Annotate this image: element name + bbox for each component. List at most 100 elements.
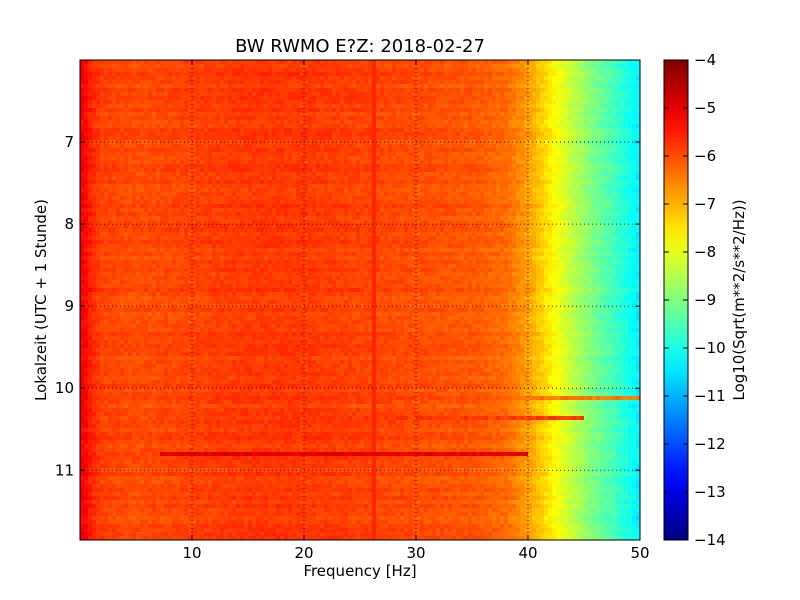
heatmap-cell [432,92,437,97]
heatmap-cell [180,116,185,121]
heatmap-cell [108,160,113,165]
heatmap-cell [392,116,397,121]
heatmap-cell [336,200,341,205]
heatmap-cell [636,196,640,201]
heatmap-cell [624,132,629,137]
heatmap-cell [248,68,253,73]
heatmap-cell [212,100,217,105]
heatmap-cell [520,76,525,81]
heatmap-cell [480,84,485,89]
heatmap-cell [440,132,445,137]
heatmap-cell [196,180,201,185]
heatmap-cell [368,200,373,205]
heatmap-cell [80,200,85,205]
heatmap-cell [628,112,633,117]
heatmap-cell [580,84,585,89]
heatmap-cell [324,132,329,137]
heatmap-cell [412,116,417,121]
heatmap-cell [372,116,377,121]
heatmap-cell [540,92,545,97]
heatmap-cell [300,184,305,189]
heatmap-cell [124,192,129,197]
heatmap-cell [576,176,581,181]
heatmap-cell [548,184,553,189]
heatmap-cell [104,104,109,109]
heatmap-cell [272,64,277,69]
heatmap-cell [200,104,205,109]
heatmap-cell [220,88,225,93]
heatmap-cell [284,156,289,161]
heatmap-cell [568,160,573,165]
heatmap-cell [236,148,241,153]
heatmap-cell [316,96,321,101]
heatmap-cell [388,108,393,113]
heatmap-cell [496,68,501,73]
heatmap-cell [196,60,201,65]
heatmap-cell [128,136,133,141]
heatmap-cell [512,156,517,161]
heatmap-cell [588,108,593,113]
heatmap-cell [300,76,305,81]
heatmap-cell [212,88,217,93]
heatmap-cell [136,172,141,177]
heatmap-cell [460,88,465,93]
heatmap-cell [564,80,569,85]
heatmap-cell [304,136,309,141]
heatmap-cell [272,184,277,189]
heatmap-cell [380,84,385,89]
heatmap-cell [220,64,225,69]
heatmap-cell [360,116,365,121]
heatmap-cell [332,140,337,145]
heatmap-cell [588,124,593,129]
heatmap-cell [388,72,393,77]
heatmap-cell [228,172,233,177]
heatmap-cell [136,188,141,193]
heatmap-cell [212,152,217,157]
heatmap-cell [368,120,373,125]
heatmap-cell [480,100,485,105]
heatmap-cell [92,88,97,93]
heatmap-cell [196,100,201,105]
heatmap-cell [508,196,513,201]
heatmap-cell [508,192,513,197]
heatmap-cell [236,168,241,173]
heatmap-cell [328,60,333,65]
heatmap-cell [332,108,337,113]
heatmap-cell [624,84,629,89]
heatmap-cell [84,192,89,197]
heatmap-cell [472,84,477,89]
heatmap-cell [144,108,149,113]
heatmap-cell [204,104,209,109]
heatmap-cell [220,144,225,149]
heatmap-cell [384,176,389,181]
heatmap-cell [312,180,317,185]
heatmap-cell [328,120,333,125]
heatmap-cell [84,164,89,169]
heatmap-cell [300,124,305,129]
heatmap-cell [148,164,153,169]
heatmap-cell [300,140,305,145]
heatmap-cell [556,80,561,85]
heatmap-cell [132,164,137,169]
heatmap-cell [240,152,245,157]
heatmap-cell [444,184,449,189]
heatmap-cell [448,192,453,197]
heatmap-cell [168,192,173,197]
heatmap-cell [124,128,129,133]
heatmap-cell [620,164,625,169]
heatmap-cell [200,64,205,69]
heatmap-cell [360,180,365,185]
heatmap-cell [96,144,101,149]
heatmap-cell [264,192,269,197]
heatmap-cell [440,188,445,193]
heatmap-cell [120,60,125,65]
heatmap-cell [384,140,389,145]
heatmap-cell [572,184,577,189]
heatmap-cell [408,72,413,77]
heatmap-cell [560,120,565,125]
heatmap-cell [352,188,357,193]
heatmap-cell [392,104,397,109]
heatmap-cell [632,76,637,81]
heatmap-cell [288,68,293,73]
heatmap-cell [112,80,117,85]
